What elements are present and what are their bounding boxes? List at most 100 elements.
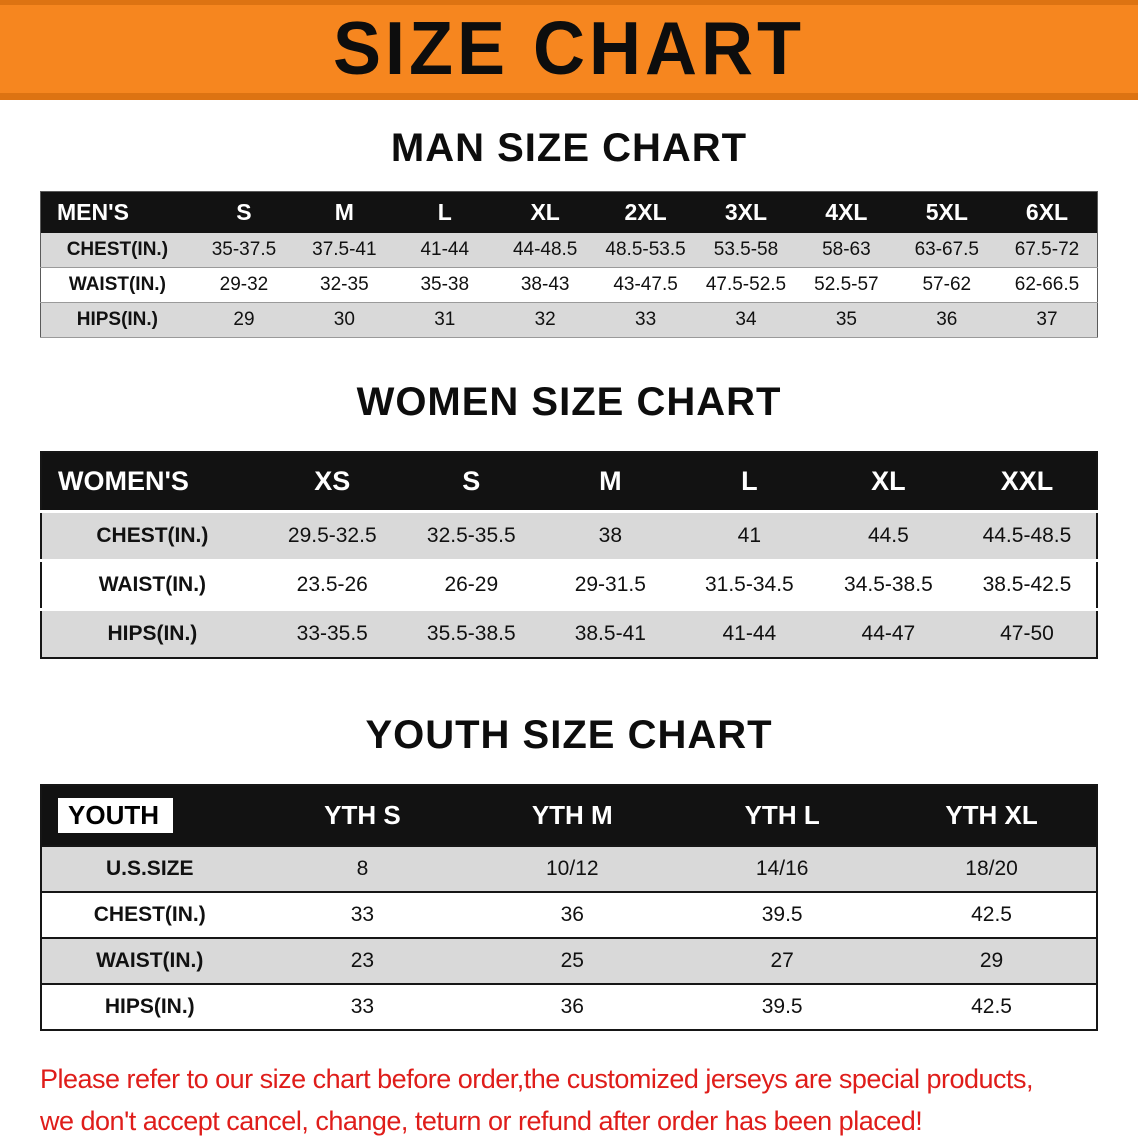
- header-label: S: [462, 466, 481, 496]
- measurement-value: 33: [635, 309, 657, 330]
- size-column-header: XXL: [957, 452, 1097, 512]
- measurement-value: 63-67.5: [914, 239, 980, 260]
- size-column-header: 3XL: [695, 191, 797, 233]
- measurement-value: 29: [233, 309, 255, 330]
- measurement-value: 25: [560, 949, 584, 972]
- measurement-value: 33-35.5: [296, 622, 368, 645]
- measurement-value: 47.5-52.5: [705, 274, 787, 295]
- measurement-value: 53.5-58: [713, 239, 779, 260]
- measurement-row: CHEST(IN.) 33 36 39.5 42.5: [41, 892, 1097, 938]
- header-label: M: [334, 199, 354, 225]
- measurement-value: 23.5-26: [296, 573, 368, 596]
- measurement-row: HIPS(IN.) 29 30 31 32 33 34 35 36 37: [40, 302, 1098, 338]
- banner: SIZE CHART: [0, 0, 1138, 100]
- measurement-value: 33: [350, 903, 375, 926]
- measurement-value: 14/16: [755, 857, 809, 880]
- size-column-header: 5XL: [896, 191, 997, 233]
- measurement-label: CHEST(IN.): [96, 524, 209, 547]
- men-size-chart-heading: MAN SIZE CHART: [390, 126, 748, 170]
- table-header-row: MEN'S S M L XL 2XL 3XL 4XL 5XL 6XL: [40, 191, 1098, 233]
- header-label: XL: [871, 466, 906, 496]
- measurement-value: 44.5-48.5: [982, 524, 1072, 547]
- size-column-header: S: [193, 191, 295, 233]
- table-header-row: YOUTH YTH S YTH M YTH L YTH XL: [41, 785, 1097, 846]
- header-label: XL: [530, 199, 560, 225]
- measurement-value: 34.5-38.5: [844, 573, 933, 596]
- measurement-value: 35.5-38.5: [426, 622, 516, 645]
- measurement-value: 42.5: [971, 995, 1012, 1018]
- women-size-chart-section: WOMEN SIZE CHART WOMEN'S XS S M L XL XXL CHEST(…: [0, 380, 1138, 659]
- header-label: 2XL: [624, 199, 667, 225]
- measurement-value: 32.5-35.5: [426, 524, 516, 547]
- measurement-value: 44-48.5: [512, 239, 578, 260]
- measurement-value: 37: [1036, 309, 1058, 330]
- measurement-value: 57-62: [922, 274, 972, 295]
- measurement-value: 47-50: [1000, 622, 1054, 645]
- measurement-value: 32-35: [320, 274, 369, 295]
- measurement-value: 23: [350, 949, 375, 972]
- measurement-label: CHEST(IN.): [66, 239, 169, 260]
- size-column-header: YTH XL: [887, 785, 1097, 846]
- measurement-value: 29-32: [219, 274, 269, 295]
- measurement-value: 44-47: [861, 622, 916, 645]
- header-label: 3XL: [724, 199, 768, 225]
- header-label: L: [437, 199, 452, 225]
- youth-size-table: YOUTH YTH S YTH M YTH L YTH XL U.S.SIZE 8 10/12…: [40, 784, 1098, 1031]
- measurement-value: 36: [936, 309, 958, 330]
- header-label: 6XL: [1025, 199, 1069, 225]
- measurement-value: 30: [333, 309, 355, 330]
- men-size-chart-section: MAN SIZE CHART MEN'S S M L XL 2XL 3XL 4XL 5XL 6XL…: [0, 126, 1138, 338]
- measurement-row: WAIST(IN.) 23 25 27 29: [41, 938, 1097, 984]
- men-size-table: MEN'S S M L XL 2XL 3XL 4XL 5XL 6XL CHEST(IN.) 35-37…: [40, 191, 1098, 338]
- size-column-header: L: [394, 191, 495, 233]
- header-label: YTH L: [744, 800, 820, 830]
- measurement-row: HIPS(IN.) 33-35.5 35.5-38.5 38.5-41 41-44 44-…: [41, 609, 1097, 658]
- measurement-row: U.S.SIZE 8 10/12 14/16 18/20: [41, 846, 1097, 892]
- size-column-header: XL: [494, 191, 596, 233]
- measurement-value: 38-43: [520, 274, 570, 295]
- measurement-value: 39.5: [761, 903, 803, 926]
- header-label: 5XL: [925, 199, 968, 225]
- footer-note: Please refer to our size chart before or…: [40, 1059, 1098, 1143]
- header-label: M: [599, 466, 622, 496]
- header-label: L: [741, 466, 758, 496]
- measurement-value: 29: [979, 949, 1004, 972]
- size-column-header: L: [679, 452, 819, 512]
- measurement-value: 58-63: [822, 239, 871, 260]
- size-column-header: S: [401, 452, 541, 512]
- table-title-cell: MEN'S: [40, 191, 194, 233]
- measurement-row: CHEST(IN.) 35-37.5 37.5-41 41-44 44-48.5 48.5…: [40, 233, 1098, 268]
- measurement-label: HIPS(IN.): [107, 622, 198, 645]
- measurement-value: 43-47.5: [613, 274, 678, 295]
- measurement-value: 52.5-57: [814, 274, 879, 295]
- measurement-label: U.S.SIZE: [105, 857, 194, 880]
- measurement-value: 41-44: [722, 622, 777, 645]
- measurement-row: WAIST(IN.) 23.5-26 26-29 29-31.5 31.5-34.5 34…: [41, 560, 1097, 610]
- size-column-header: YTH M: [467, 785, 678, 846]
- size-column-header: YTH L: [677, 785, 888, 846]
- header-label: YTH M: [531, 800, 613, 830]
- header-label: XXL: [1000, 466, 1054, 496]
- measurement-label: WAIST(IN.): [68, 274, 166, 295]
- measurement-value: 42.5: [971, 903, 1012, 926]
- size-column-header: XS: [262, 452, 402, 512]
- footer-note-line-2: we don't accept cancel, change, teturn o…: [40, 1105, 923, 1136]
- measurement-row: WAIST(IN.) 29-32 32-35 35-38 38-43 43-47.5 47.…: [40, 268, 1098, 303]
- measurement-value: 62-66.5: [1014, 274, 1080, 295]
- measurement-value: 36: [560, 903, 584, 926]
- measurement-label: HIPS(IN.): [104, 995, 195, 1018]
- measurement-value: 10/12: [546, 857, 599, 880]
- measurement-value: 33: [350, 995, 375, 1018]
- measurement-value: 18/20: [965, 857, 1018, 880]
- table-title-cell: WOMEN'S: [41, 452, 263, 512]
- measurement-value: 27: [770, 949, 794, 972]
- measurement-label: WAIST(IN.): [98, 573, 207, 596]
- measurement-value: 41-44: [420, 239, 470, 260]
- table-title-cell: YOUTH: [41, 785, 258, 846]
- measurement-label: HIPS(IN.): [76, 309, 159, 330]
- measurement-value: 67.5-72: [1014, 239, 1080, 260]
- header-label: YTH S: [324, 800, 401, 830]
- measurement-value: 41: [737, 524, 762, 547]
- size-column-header: YTH S: [257, 785, 468, 846]
